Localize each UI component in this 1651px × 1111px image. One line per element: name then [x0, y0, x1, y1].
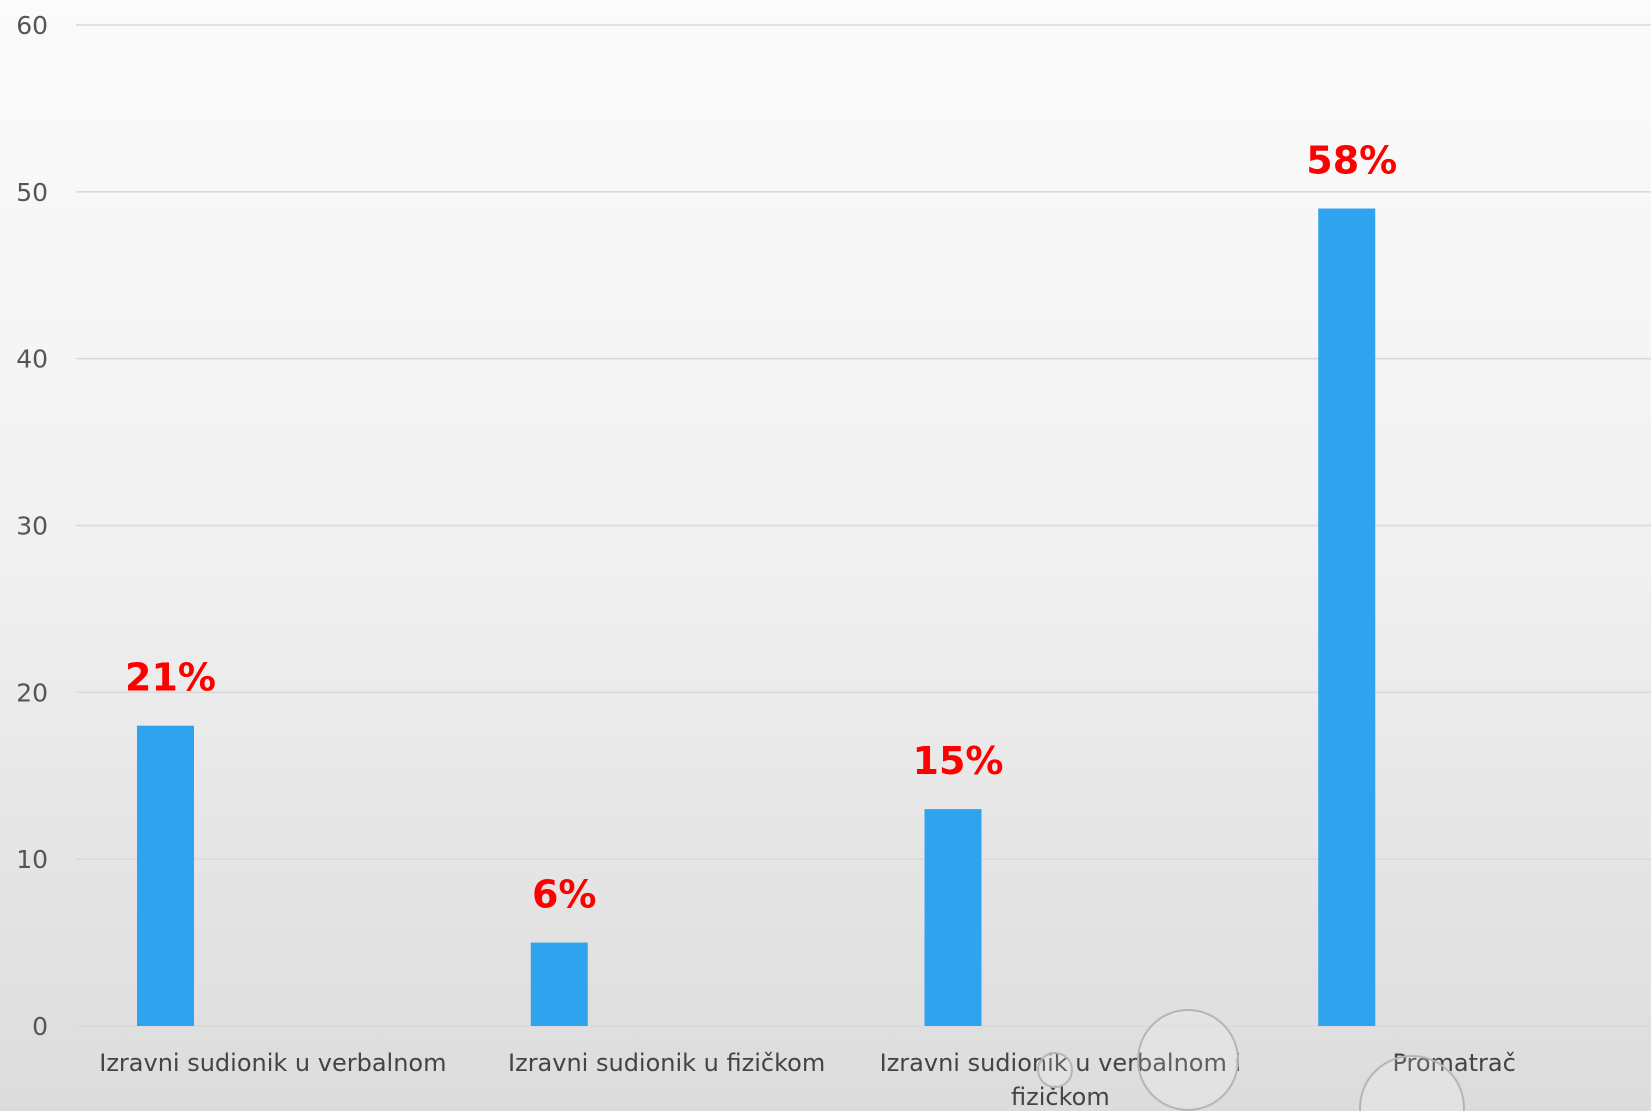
y-tick-label: 10	[16, 845, 48, 874]
bar	[1318, 208, 1376, 1026]
data-label: 6%	[532, 873, 597, 917]
bar	[530, 942, 588, 1026]
y-tick-label: 0	[32, 1012, 48, 1041]
y-axis-ticks: 0 10 20 30 40 50 60	[16, 11, 48, 1041]
water-droplet-small	[1037, 1052, 1073, 1088]
data-label: 58%	[1306, 139, 1397, 183]
category-label: Promatrač	[1392, 1049, 1515, 1077]
y-tick-label: 20	[16, 678, 48, 707]
category-label: Izravni sudionik u verbalnom	[99, 1049, 446, 1077]
y-tick-label: 30	[16, 512, 48, 541]
x-axis-categories: Izravni sudionik u verbalnom Izravni sudi…	[99, 1049, 1516, 1111]
category-label: fizičkom	[1011, 1083, 1110, 1111]
data-labels: 21% 6% 15% 58%	[125, 139, 1397, 917]
y-tick-label: 50	[16, 178, 48, 207]
water-droplet-large	[1137, 1009, 1239, 1111]
data-label: 21%	[125, 656, 216, 700]
y-tick-label: 60	[16, 11, 48, 40]
gridlines	[76, 24, 1651, 1027]
bars	[137, 208, 1376, 1026]
data-label: 15%	[913, 739, 1004, 783]
bar	[137, 725, 194, 1026]
water-droplet-bottom	[1359, 1055, 1465, 1111]
y-tick-label: 40	[16, 345, 48, 374]
water-droplets-decoration	[1037, 1009, 1465, 1111]
category-label: Izravni sudionik u fizičkom	[508, 1049, 825, 1077]
bar	[924, 809, 982, 1026]
